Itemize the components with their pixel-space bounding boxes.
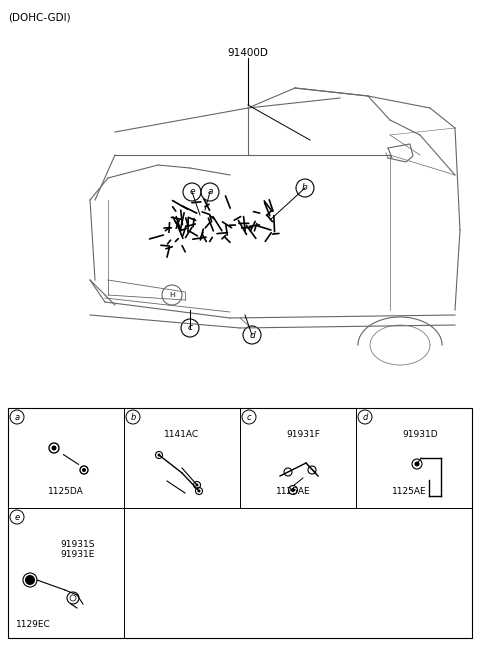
Text: d: d — [249, 331, 255, 339]
Circle shape — [291, 488, 295, 492]
Text: 91931F: 91931F — [286, 430, 320, 439]
Text: (DOHC-GDI): (DOHC-GDI) — [8, 12, 71, 22]
Text: 1125AE: 1125AE — [392, 487, 426, 496]
Text: 1125DA: 1125DA — [48, 487, 84, 496]
Circle shape — [82, 468, 86, 472]
Text: H: H — [169, 292, 175, 298]
Text: d: d — [362, 413, 368, 422]
Text: b: b — [130, 413, 136, 422]
Text: 91400D: 91400D — [228, 48, 268, 58]
Circle shape — [25, 575, 35, 585]
Text: b: b — [302, 183, 308, 193]
Circle shape — [415, 462, 420, 466]
Text: c: c — [247, 413, 252, 422]
Circle shape — [157, 453, 160, 457]
Text: 91931E: 91931E — [61, 550, 95, 559]
Bar — [8, 408, 472, 638]
Circle shape — [197, 489, 201, 493]
Text: e: e — [189, 187, 195, 196]
Text: 1129EC: 1129EC — [16, 620, 51, 629]
Text: a: a — [14, 413, 20, 422]
Text: 1125AE: 1125AE — [276, 487, 310, 496]
Text: c: c — [188, 324, 192, 333]
Text: a: a — [207, 187, 213, 196]
Text: 91931S: 91931S — [61, 540, 95, 549]
Text: e: e — [14, 512, 20, 521]
Circle shape — [195, 483, 199, 487]
Circle shape — [51, 445, 57, 451]
Text: 91931D: 91931D — [402, 430, 438, 439]
Text: 1141AC: 1141AC — [165, 430, 200, 439]
